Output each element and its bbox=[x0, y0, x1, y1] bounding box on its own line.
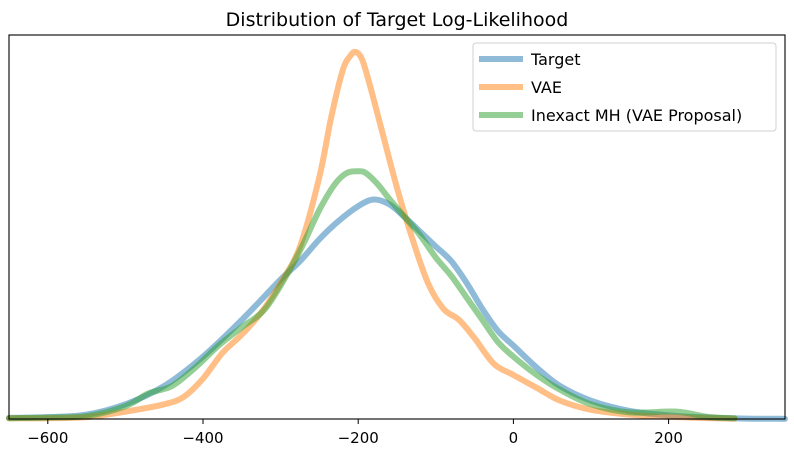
legend-label: Target bbox=[530, 50, 581, 69]
legend-label: Inexact MH (VAE Proposal) bbox=[531, 106, 742, 125]
legend-label: VAE bbox=[531, 78, 562, 97]
series-line-1 bbox=[6, 196, 788, 422]
x-tick-label: 200 bbox=[654, 429, 683, 447]
series-line-2 bbox=[6, 48, 738, 422]
x-tick-label: −200 bbox=[338, 429, 379, 447]
series-line-3 bbox=[6, 168, 738, 422]
plot-frame bbox=[8, 34, 786, 420]
x-tick-label: −600 bbox=[27, 429, 68, 447]
legend-box bbox=[472, 42, 777, 132]
series-layer bbox=[6, 48, 788, 422]
x-tick-label: −400 bbox=[182, 429, 223, 447]
x-tick-label: 0 bbox=[509, 429, 519, 447]
chart-title: Distribution of Target Log-Likelihood bbox=[226, 9, 569, 31]
legend: Target VAE Inexact MH (VAE Proposal) bbox=[472, 42, 777, 132]
x-axis: −600 −400 −200 0 200 bbox=[27, 419, 683, 447]
